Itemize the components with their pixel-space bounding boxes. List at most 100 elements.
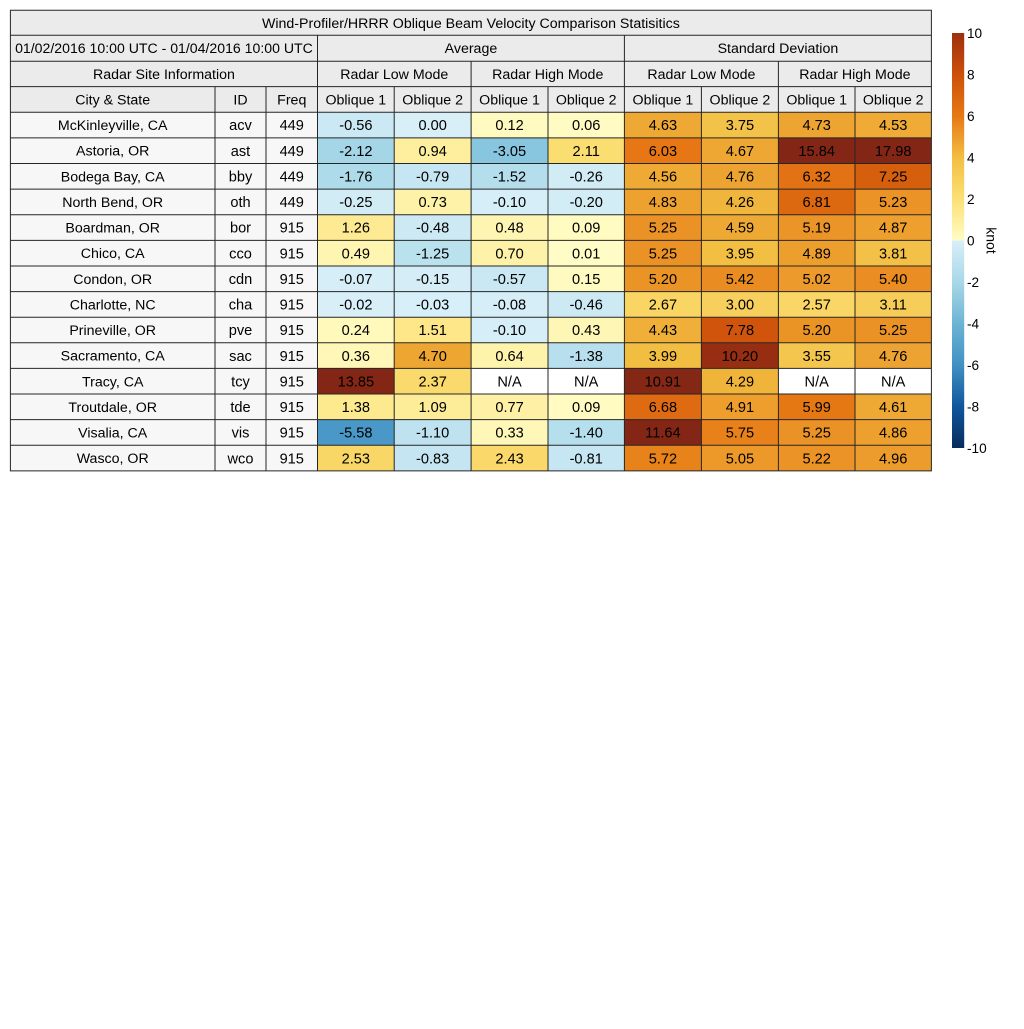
svg-text:-0.83: -0.83 [416,451,449,467]
svg-text:0.77: 0.77 [495,400,523,416]
svg-text:Oblique 1: Oblique 1 [325,92,386,108]
svg-text:Visalia, CA: Visalia, CA [78,426,148,442]
svg-text:0.73: 0.73 [418,195,446,211]
svg-text:-0.56: -0.56 [339,118,372,134]
svg-text:3.95: 3.95 [726,246,754,262]
svg-text:17.98: 17.98 [875,144,912,160]
svg-text:Standard Deviation: Standard Deviation [718,41,839,57]
svg-text:4.91: 4.91 [726,400,754,416]
svg-text:4: 4 [967,150,975,165]
svg-text:3.00: 3.00 [726,298,754,314]
svg-text:0.64: 0.64 [495,349,523,365]
svg-text:5.40: 5.40 [879,272,907,288]
svg-text:tcy: tcy [231,374,250,390]
svg-text:0.43: 0.43 [572,323,600,339]
svg-text:6.81: 6.81 [802,195,830,211]
svg-text:-0.07: -0.07 [339,272,372,288]
svg-text:0.33: 0.33 [495,426,523,442]
svg-text:5.20: 5.20 [802,323,830,339]
svg-text:10.20: 10.20 [722,349,759,365]
svg-text:915: 915 [280,374,304,390]
svg-text:6.32: 6.32 [802,169,830,185]
svg-text:-1.10: -1.10 [416,426,449,442]
svg-text:N/A: N/A [574,374,599,390]
svg-text:Radar Low Mode: Radar Low Mode [647,67,755,83]
svg-text:cha: cha [229,298,253,314]
svg-text:-10: -10 [967,441,987,456]
svg-text:8: 8 [967,67,975,82]
svg-text:7.25: 7.25 [879,169,907,185]
svg-text:Troutdale, OR: Troutdale, OR [68,400,157,416]
svg-text:Astoria, OR: Astoria, OR [76,144,149,160]
svg-text:15.84: 15.84 [798,144,835,160]
svg-text:5.20: 5.20 [649,272,677,288]
svg-text:5.42: 5.42 [726,272,754,288]
svg-text:5.23: 5.23 [879,195,907,211]
svg-text:5.72: 5.72 [649,451,677,467]
svg-text:2.53: 2.53 [342,451,370,467]
svg-text:2.11: 2.11 [573,144,600,160]
svg-text:3.11: 3.11 [880,298,907,314]
svg-text:4.70: 4.70 [418,349,446,365]
svg-text:Oblique 1: Oblique 1 [479,92,540,108]
svg-text:4.63: 4.63 [649,118,677,134]
svg-text:0.01: 0.01 [572,246,600,262]
svg-text:915: 915 [280,323,304,339]
svg-text:4.76: 4.76 [879,349,907,365]
svg-text:knot: knot [984,227,1000,254]
svg-text:-0.25: -0.25 [339,195,372,211]
svg-text:acv: acv [229,118,252,134]
svg-text:4.89: 4.89 [802,246,830,262]
svg-text:-0.15: -0.15 [416,272,449,288]
svg-text:4.86: 4.86 [879,426,907,442]
svg-text:pve: pve [229,323,253,339]
svg-text:915: 915 [280,451,304,467]
svg-text:2.57: 2.57 [802,298,830,314]
svg-text:449: 449 [280,195,304,211]
svg-text:-0.46: -0.46 [570,298,603,314]
svg-text:10.91: 10.91 [645,374,682,390]
svg-text:4.59: 4.59 [726,221,754,237]
svg-text:6.68: 6.68 [649,400,677,416]
svg-text:Freq: Freq [277,92,306,108]
svg-text:Oblique 2: Oblique 2 [710,92,771,108]
svg-text:2.37: 2.37 [418,374,446,390]
svg-text:13.85: 13.85 [338,374,375,390]
svg-text:4.61: 4.61 [879,400,907,416]
svg-text:1.51: 1.51 [418,323,446,339]
svg-text:11.64: 11.64 [645,426,680,442]
svg-text:3.99: 3.99 [649,349,677,365]
svg-text:0.48: 0.48 [495,221,523,237]
svg-text:-0.48: -0.48 [416,221,449,237]
svg-text:Oblique 2: Oblique 2 [863,92,924,108]
svg-text:5.25: 5.25 [802,426,830,442]
svg-text:3.81: 3.81 [879,246,907,262]
svg-text:0.36: 0.36 [342,349,370,365]
svg-text:915: 915 [280,298,304,314]
svg-text:-1.40: -1.40 [570,426,603,442]
svg-text:5.25: 5.25 [649,246,677,262]
svg-text:-6: -6 [967,358,979,373]
svg-text:0.24: 0.24 [342,323,370,339]
svg-text:915: 915 [280,349,304,365]
svg-text:Radar Site Information: Radar Site Information [93,67,235,83]
svg-text:Radar High Mode: Radar High Mode [799,67,910,83]
svg-text:N/A: N/A [805,374,830,390]
svg-text:915: 915 [280,246,304,262]
svg-text:oth: oth [230,195,250,211]
svg-text:449: 449 [280,118,304,134]
svg-text:-1.76: -1.76 [339,169,372,185]
svg-text:915: 915 [280,426,304,442]
svg-text:sac: sac [229,349,252,365]
svg-text:Oblique 1: Oblique 1 [786,92,847,108]
svg-text:5.99: 5.99 [802,400,830,416]
svg-text:ast: ast [231,144,250,160]
svg-text:Chico, CA: Chico, CA [81,246,145,262]
svg-text:Wasco, OR: Wasco, OR [77,451,149,467]
svg-text:-0.81: -0.81 [570,451,603,467]
svg-text:0.12: 0.12 [495,118,523,134]
svg-text:4.26: 4.26 [726,195,754,211]
svg-text:Charlotte, NC: Charlotte, NC [70,297,156,313]
svg-text:ID: ID [233,92,247,108]
svg-text:North Bend, OR: North Bend, OR [62,195,163,211]
